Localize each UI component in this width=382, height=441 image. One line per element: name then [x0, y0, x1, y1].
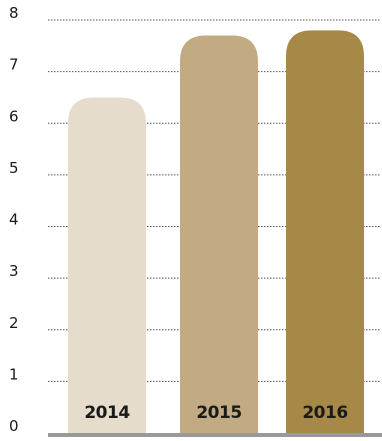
- bar-2016: [286, 30, 364, 433]
- y-tick-label: 6: [9, 107, 19, 125]
- bars-layer: [68, 30, 364, 434]
- y-tick-label: 8: [9, 4, 19, 22]
- y-tick-label: 0: [9, 417, 19, 435]
- category-label-2014: 2014: [84, 403, 130, 423]
- y-tick-label: 7: [9, 56, 19, 74]
- category-label-2015: 2015: [196, 403, 241, 423]
- bar-2015: [180, 35, 258, 434]
- y-tick-label: 2: [9, 314, 19, 332]
- bar-2014: [68, 97, 146, 433]
- y-axis-ticks: 0 1 2 3 4 5 6 7 8: [9, 4, 19, 435]
- y-tick-label: 1: [9, 365, 19, 383]
- y-tick-label: 4: [9, 211, 19, 229]
- category-label-2016: 2016: [302, 403, 347, 423]
- y-tick-label: 3: [9, 262, 19, 280]
- y-tick-label: 5: [9, 159, 19, 177]
- category-labels: 2014 2015 2016: [84, 403, 348, 423]
